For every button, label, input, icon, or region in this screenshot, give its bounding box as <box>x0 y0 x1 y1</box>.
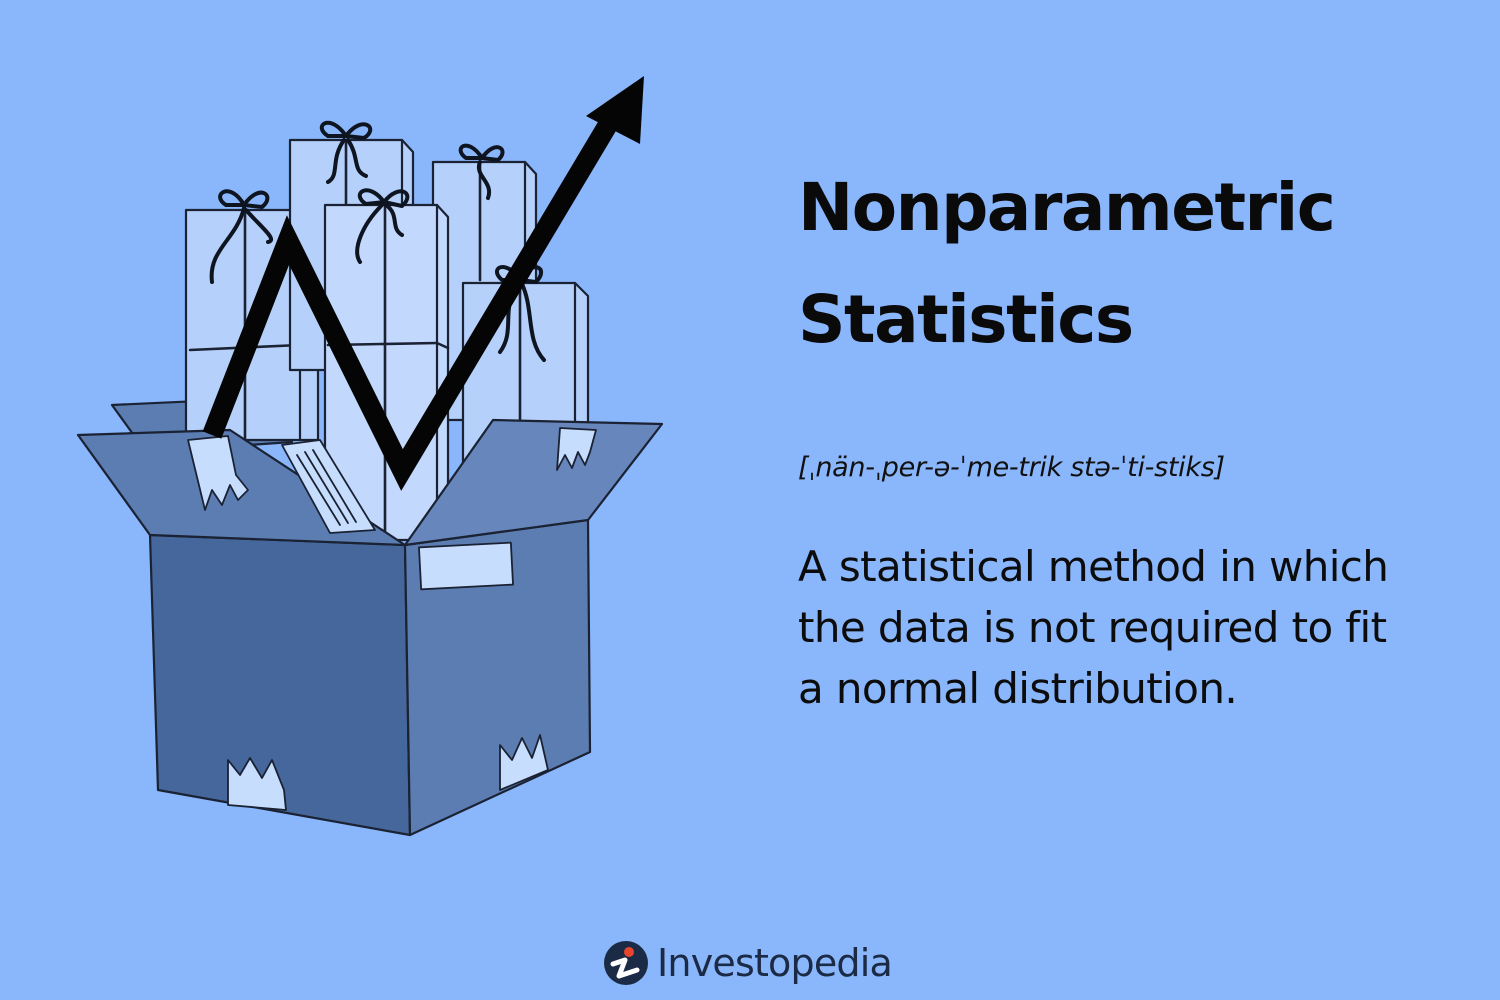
brand-logo: Investopedia <box>603 935 893 991</box>
pronunciation: [ˌnän-ˌper-ə-ˈme-trik stə-ˈti-stiks] <box>798 452 1225 483</box>
gift-box-illustration <box>76 76 664 837</box>
trend-arrow-icon <box>202 76 644 491</box>
term-title-line-2: Statistics <box>798 281 1134 358</box>
definition-text: A statistical method in which the data i… <box>798 542 1389 713</box>
box-tape <box>187 427 597 811</box>
brand-name: Investopedia <box>657 941 893 985</box>
term-title-line-1: Nonparametric <box>798 169 1336 246</box>
gift-bows <box>209 120 546 362</box>
term-title: Nonparametric Statistics <box>798 152 1458 376</box>
investopedia-logo-icon <box>604 941 648 985</box>
definition-panel: Nonparametric Statistics [ˌnän-ˌper-ə-ˈm… <box>798 152 1458 719</box>
box-front-right-flap <box>403 418 664 547</box>
